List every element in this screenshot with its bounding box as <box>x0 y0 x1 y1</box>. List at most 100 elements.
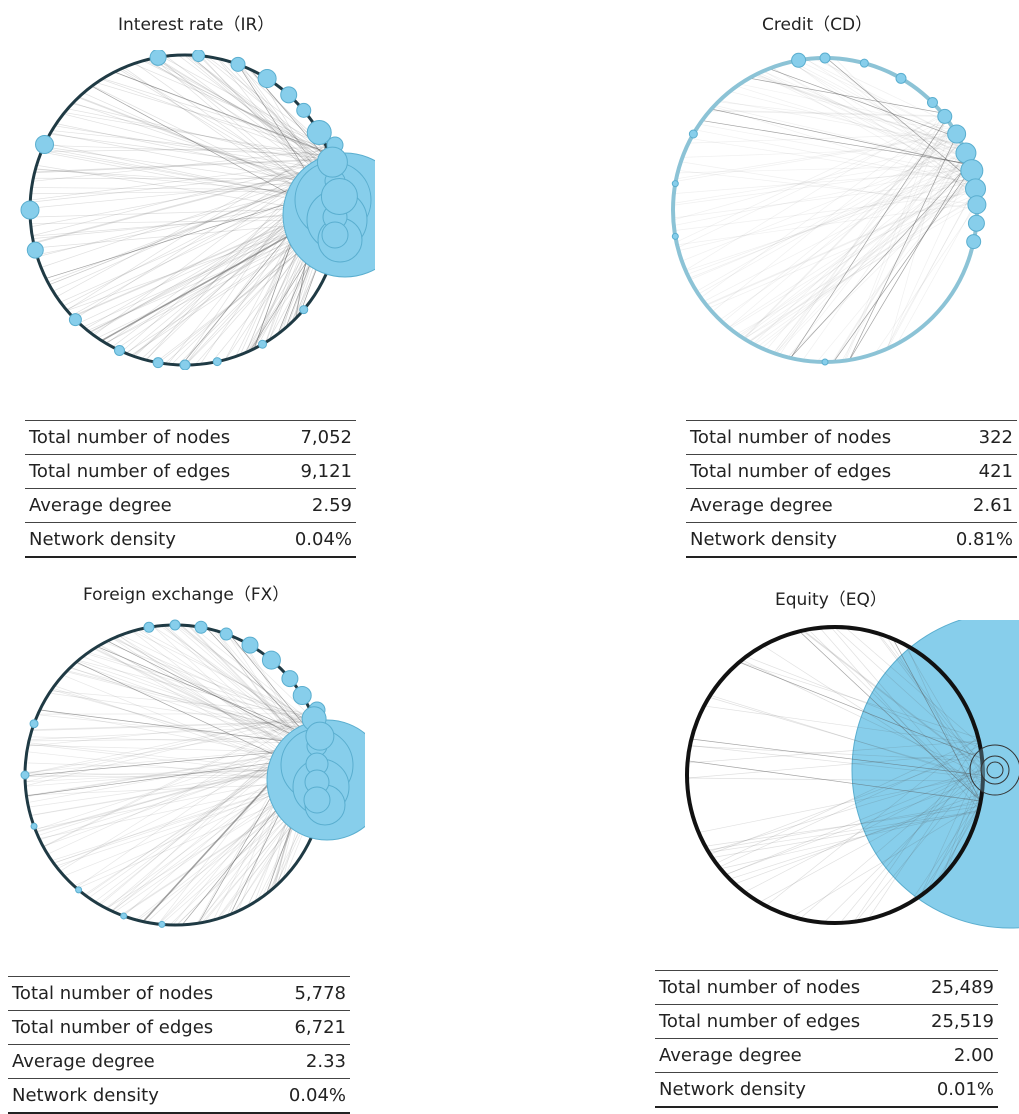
node <box>860 59 868 67</box>
node <box>322 222 348 248</box>
stat-value: 7,052 <box>277 421 356 455</box>
stat-label: Average degree <box>25 489 277 523</box>
edge <box>162 57 326 148</box>
node <box>317 147 347 177</box>
stat-label: Total number of nodes <box>8 977 269 1011</box>
node <box>306 722 334 750</box>
node <box>300 306 308 314</box>
stat-value: 25,489 <box>911 971 998 1005</box>
stat-value: 6,721 <box>269 1011 350 1045</box>
stat-label: Network density <box>655 1073 911 1108</box>
edge <box>710 111 945 117</box>
node <box>213 358 221 366</box>
edge <box>766 127 952 350</box>
node <box>170 620 180 630</box>
stat-value: 2.33 <box>269 1045 350 1079</box>
node <box>242 637 258 653</box>
stat-label: Average degree <box>8 1045 269 1079</box>
edge <box>790 163 969 358</box>
node <box>792 53 806 67</box>
network-graph-eq <box>660 620 1019 940</box>
stat-label: Average degree <box>655 1039 911 1073</box>
node <box>121 913 127 919</box>
network-graph-ir <box>15 50 375 370</box>
stat-value: 0.01% <box>911 1073 998 1108</box>
panel-title-cd: Credit（CD） <box>762 10 872 35</box>
stat-label: Network density <box>686 523 938 558</box>
node <box>961 160 983 182</box>
stat-value: 322 <box>938 421 1017 455</box>
stat-value: 2.61 <box>938 489 1017 523</box>
node <box>307 121 331 145</box>
node <box>258 70 276 88</box>
node <box>293 687 311 705</box>
node <box>282 671 298 687</box>
stat-value: 2.59 <box>277 489 356 523</box>
node <box>153 358 163 368</box>
panel-title-fx: Foreign exchange（FX） <box>83 580 289 605</box>
node <box>672 233 678 239</box>
node <box>948 125 966 143</box>
node <box>31 823 37 829</box>
node <box>195 621 207 633</box>
network-graph-fx <box>5 615 365 935</box>
node <box>220 628 232 640</box>
stat-value: 25,519 <box>911 1005 998 1039</box>
stat-label: Total number of edges <box>655 1005 911 1039</box>
node <box>114 345 124 355</box>
stat-value: 2.00 <box>911 1039 998 1073</box>
stat-label: Total number of edges <box>25 455 277 489</box>
stat-value: 5,778 <box>269 977 350 1011</box>
stat-label: Total number of edges <box>686 455 938 489</box>
panel-title-ir: Interest rate（IR） <box>118 10 274 35</box>
node <box>297 103 311 117</box>
node <box>36 135 54 153</box>
node <box>30 720 38 728</box>
stat-value: 0.81% <box>938 523 1017 558</box>
node <box>968 196 986 214</box>
stat-label: Average degree <box>686 489 938 523</box>
stat-label: Total number of nodes <box>655 971 911 1005</box>
stat-value: 0.04% <box>269 1079 350 1114</box>
node <box>231 57 245 71</box>
edge <box>730 179 974 329</box>
node <box>938 109 952 123</box>
node <box>21 201 39 219</box>
node <box>259 340 267 348</box>
node <box>27 242 43 258</box>
stat-value: 421 <box>938 455 1017 489</box>
node <box>21 771 29 779</box>
node <box>150 50 166 65</box>
stat-label: Total number of nodes <box>25 421 277 455</box>
node <box>76 887 82 893</box>
node <box>967 235 981 249</box>
node <box>281 87 297 103</box>
stat-label: Network density <box>25 523 277 558</box>
stat-label: Total number of nodes <box>686 421 938 455</box>
node <box>193 50 205 62</box>
node <box>144 622 154 632</box>
network-graph-cd <box>665 50 1005 370</box>
hub-node <box>987 762 1003 778</box>
node <box>820 53 830 63</box>
stat-value: 0.04% <box>277 523 356 558</box>
node <box>262 651 280 669</box>
